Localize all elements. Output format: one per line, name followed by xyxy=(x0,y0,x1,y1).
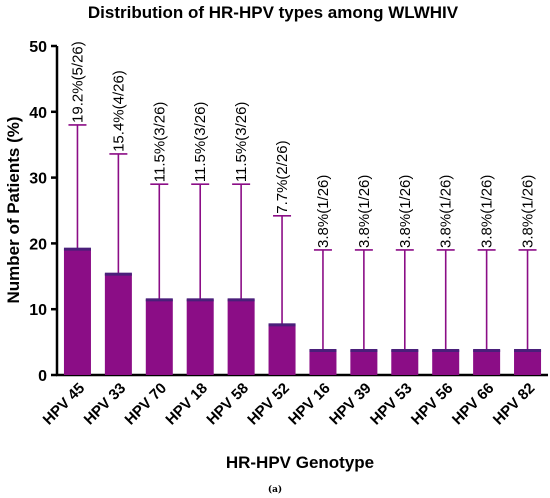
data-label: 11.5%(3/26) xyxy=(233,102,250,183)
bar-top-line xyxy=(309,348,337,352)
x-tick-label: HPV 66 xyxy=(449,380,498,429)
bar-top-line xyxy=(227,298,255,302)
y-tick-label: 50 xyxy=(29,39,47,56)
data-label: 3.8%(1/26) xyxy=(397,175,414,248)
data-label: 3.8%(1/26) xyxy=(315,175,332,248)
x-tick-label: HPV 16 xyxy=(285,380,334,429)
bar xyxy=(63,248,91,375)
bars-group: 19.2%(5/26) 15.4%(4/26) 11.5%(3/26) 11.5%(3… xyxy=(63,41,542,375)
bar xyxy=(350,349,378,375)
data-label: 3.8%(1/26) xyxy=(438,175,455,248)
x-tick-label: HPV 82 xyxy=(490,380,539,429)
bar xyxy=(268,324,296,375)
bar xyxy=(473,349,501,375)
bar xyxy=(309,349,337,375)
bar xyxy=(145,299,173,375)
y-tick-label: 0 xyxy=(38,368,47,385)
data-label: 3.8%(1/26) xyxy=(520,175,537,248)
data-label: 7.7%(2/26) xyxy=(274,140,291,213)
x-tick-label: HPV 18 xyxy=(162,380,211,429)
data-label: 3.8%(1/26) xyxy=(479,175,496,248)
bar xyxy=(186,299,214,375)
x-tick-label: HPV 53 xyxy=(367,380,416,429)
bar-top-line xyxy=(268,323,296,327)
bar xyxy=(432,349,460,375)
y-tick-label: 40 xyxy=(29,105,47,122)
bar xyxy=(514,349,542,375)
y-tick-label: 20 xyxy=(29,236,47,253)
bar-top-line xyxy=(473,348,501,352)
data-label: 11.5%(3/26) xyxy=(192,102,209,183)
bar-top-line xyxy=(391,348,419,352)
y-tick-label: 30 xyxy=(29,171,47,188)
bar xyxy=(391,349,419,375)
bar-top-line xyxy=(186,298,214,302)
x-tick-label: HPV 39 xyxy=(326,380,375,429)
bar-top-line xyxy=(63,247,91,251)
data-label: 11.5%(3/26) xyxy=(151,102,168,183)
y-axis-label: Number of Patients (%) xyxy=(4,116,23,303)
bar xyxy=(227,299,255,375)
bar-top-line xyxy=(145,298,173,302)
x-tick-label: HPV 70 xyxy=(122,380,171,429)
bar-top-line xyxy=(432,348,460,352)
x-tick-label: HPV 56 xyxy=(408,380,457,429)
bar-top-line xyxy=(514,348,542,352)
data-label: 19.2%(5/26) xyxy=(69,41,86,123)
bar xyxy=(104,273,132,375)
data-label: 3.8%(1/26) xyxy=(356,175,373,248)
figure-caption: (a) xyxy=(268,484,282,495)
y-tick-label: 10 xyxy=(29,302,47,319)
x-tick-label: HPV 58 xyxy=(203,380,252,429)
data-label: 15.4%(4/26) xyxy=(110,70,127,152)
bar-top-line xyxy=(104,272,132,276)
x-tick-label: HPV 33 xyxy=(81,380,130,429)
y-axis-ticks: 0 10 20 30 40 50 xyxy=(29,39,57,385)
x-axis-label: HR-HPV Genotype xyxy=(226,453,374,472)
x-tick-label: HPV 45 xyxy=(40,380,89,429)
chart-title: Distribution of HR-HPV types among WLWHI… xyxy=(88,3,459,22)
x-tick-label: HPV 52 xyxy=(244,380,293,429)
bar-top-line xyxy=(350,348,378,352)
